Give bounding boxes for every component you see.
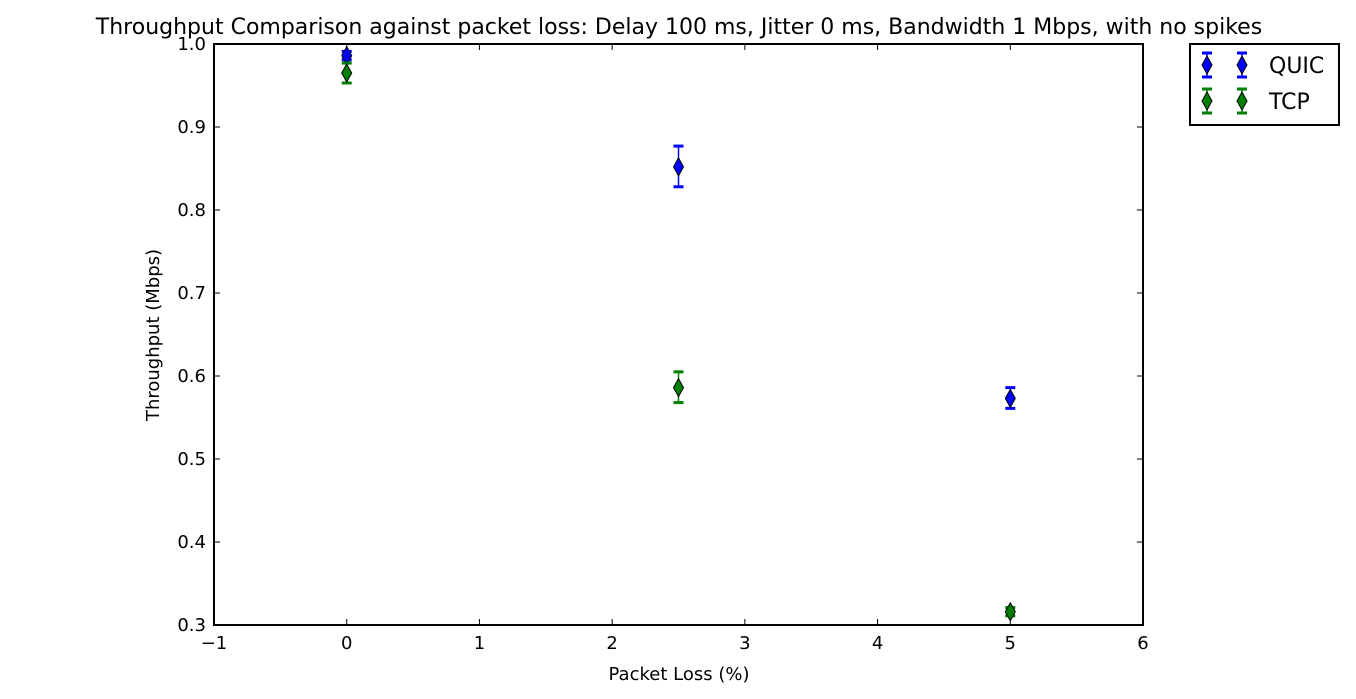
y-tick-label: 0.9 [177,117,206,138]
x-tick-label: 4 [872,633,883,654]
x-tick-label: 1 [474,633,485,654]
series-layer [341,45,1016,622]
legend-label: TCP [1268,90,1310,115]
x-tick-label: −1 [201,633,228,654]
x-tick-label: 3 [739,633,750,654]
legend-frame [1189,43,1340,126]
y-tick-label: 0.7 [177,283,206,304]
legend-marker [1201,54,1213,76]
x-axis-label: Packet Loss (%) [609,664,750,685]
y-tick-label: 0.6 [177,366,206,387]
plot-area [213,43,1144,626]
y-tick-label: 1.0 [177,34,206,55]
y-tick-label: 0.3 [177,615,206,636]
x-tick-label: 0 [341,633,352,654]
data-point [672,156,685,177]
y-tick-label: 0.5 [177,449,206,470]
legend: QUIC TCP [1189,43,1340,126]
x-tick-label: 6 [1137,633,1148,654]
plot-frame [213,43,1144,626]
legend-marker [1236,54,1248,76]
legend-item: TCP [1201,87,1310,115]
data-point [341,63,353,84]
y-tick-label: 0.8 [177,200,206,221]
series-quic [341,45,1016,410]
data-point [1004,601,1016,622]
legend-item: QUIC [1201,51,1324,79]
y-tick-label: 0.4 [177,532,206,553]
x-tick-label: 5 [1005,633,1016,654]
data-point [672,377,685,398]
x-axis: −1 0 1 2 3 4 5 6 [201,44,1149,654]
legend-marker [1236,90,1248,112]
data-point [1004,388,1016,409]
series-tcp [341,61,1016,622]
y-axis: 0.3 0.4 0.5 0.6 0.7 0.8 0.9 1.0 [177,34,1143,636]
x-tick-label: 2 [606,633,617,654]
y-axis-label: Throughput (Mbps) [143,249,164,422]
chart-title: Throughput Comparison against packet los… [95,15,1262,40]
legend-label: QUIC [1269,54,1324,79]
legend-marker [1201,90,1213,112]
